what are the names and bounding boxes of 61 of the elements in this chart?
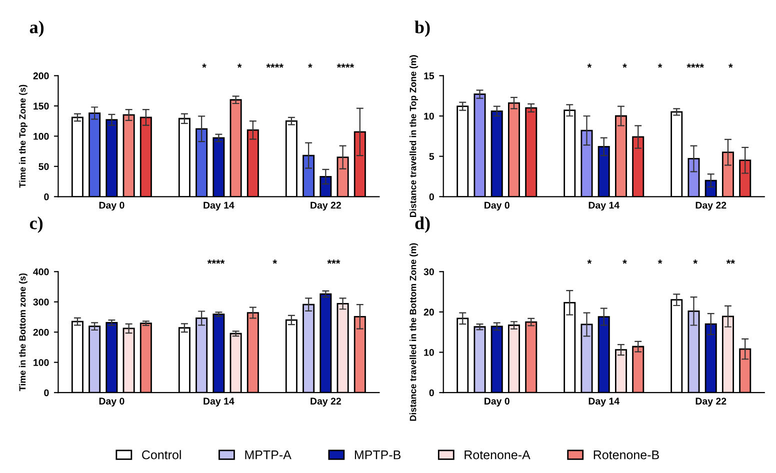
x-tick-label: Day 14 bbox=[204, 398, 234, 407]
chart-title: d) bbox=[415, 216, 430, 233]
chart-title: a) bbox=[30, 20, 44, 37]
text: * bbox=[272, 260, 278, 264]
y-axis-title: Time in the Top Zone (s) bbox=[18, 84, 28, 188]
text: * bbox=[728, 64, 733, 68]
text: * bbox=[237, 64, 242, 68]
x-tick-label: Day 22 bbox=[696, 398, 726, 407]
legend-label: Control bbox=[142, 450, 181, 460]
y-tick-label: 20 bbox=[424, 308, 434, 316]
text: * bbox=[693, 260, 698, 264]
x-tick-label: Day 22 bbox=[310, 202, 341, 211]
text: * bbox=[658, 260, 662, 264]
x-tick-label: Day 0 bbox=[99, 202, 124, 211]
y-tick-label: 400 bbox=[33, 268, 49, 276]
text: * bbox=[622, 260, 627, 264]
y-tick-label: 10 bbox=[424, 112, 434, 120]
y-tick-label: 0 bbox=[44, 389, 49, 396]
legend-label: MPTP-B bbox=[354, 450, 401, 460]
y-axis-title: Time in the Bottom zone (s) bbox=[18, 273, 28, 392]
text: **** bbox=[207, 260, 225, 264]
y-tick-label: 0 bbox=[44, 193, 49, 200]
x-tick-label: Day 22 bbox=[310, 398, 341, 407]
y-tick-label: 50 bbox=[38, 163, 49, 170]
y-tick-label: 200 bbox=[33, 328, 49, 336]
legend-label: Rotenone-B bbox=[594, 450, 659, 460]
y-tick-label: 100 bbox=[34, 359, 49, 366]
y-tick-label: 150 bbox=[34, 102, 49, 110]
text: *** bbox=[327, 260, 340, 264]
text: **** bbox=[686, 64, 704, 68]
y-tick-label: 10 bbox=[424, 349, 434, 356]
x-tick-label: Day 0 bbox=[484, 398, 510, 407]
y-tick-label: 0 bbox=[429, 389, 434, 396]
legend-label: MPTP-A bbox=[245, 450, 292, 460]
text: * bbox=[622, 64, 627, 68]
y-tick-label: 15 bbox=[424, 72, 434, 80]
x-tick-label: Day 14 bbox=[588, 202, 620, 211]
y-tick-label: 200 bbox=[33, 72, 49, 80]
x-tick-label: Day 14 bbox=[588, 398, 620, 407]
x-tick-label: Day 0 bbox=[484, 202, 510, 211]
chart-title: c) bbox=[30, 216, 43, 233]
text: **** bbox=[336, 64, 354, 68]
x-tick-label: Day 0 bbox=[99, 398, 124, 407]
text: * bbox=[658, 64, 662, 68]
text: * bbox=[308, 64, 312, 68]
y-axis-title: Distance travelled in the Bottom Zone (m) bbox=[410, 243, 418, 421]
y-tick-label: 0 bbox=[429, 193, 434, 200]
y-tick-label: 300 bbox=[33, 298, 49, 306]
text: * bbox=[202, 64, 206, 68]
x-tick-label: Day 14 bbox=[204, 202, 234, 211]
y-tick-label: 100 bbox=[34, 132, 49, 140]
text: * bbox=[587, 64, 592, 68]
legend-label: Rotenone-A bbox=[464, 450, 530, 460]
text: **** bbox=[266, 64, 284, 68]
y-tick-label: 30 bbox=[424, 268, 434, 276]
y-tick-label: 5 bbox=[429, 153, 434, 160]
text: * bbox=[587, 260, 592, 264]
chart-title: b) bbox=[414, 20, 430, 37]
x-tick-label: Day 22 bbox=[696, 202, 726, 211]
y-axis-title: Distance travelled in the Top Zone (m) bbox=[410, 55, 418, 217]
text: ** bbox=[726, 260, 735, 264]
